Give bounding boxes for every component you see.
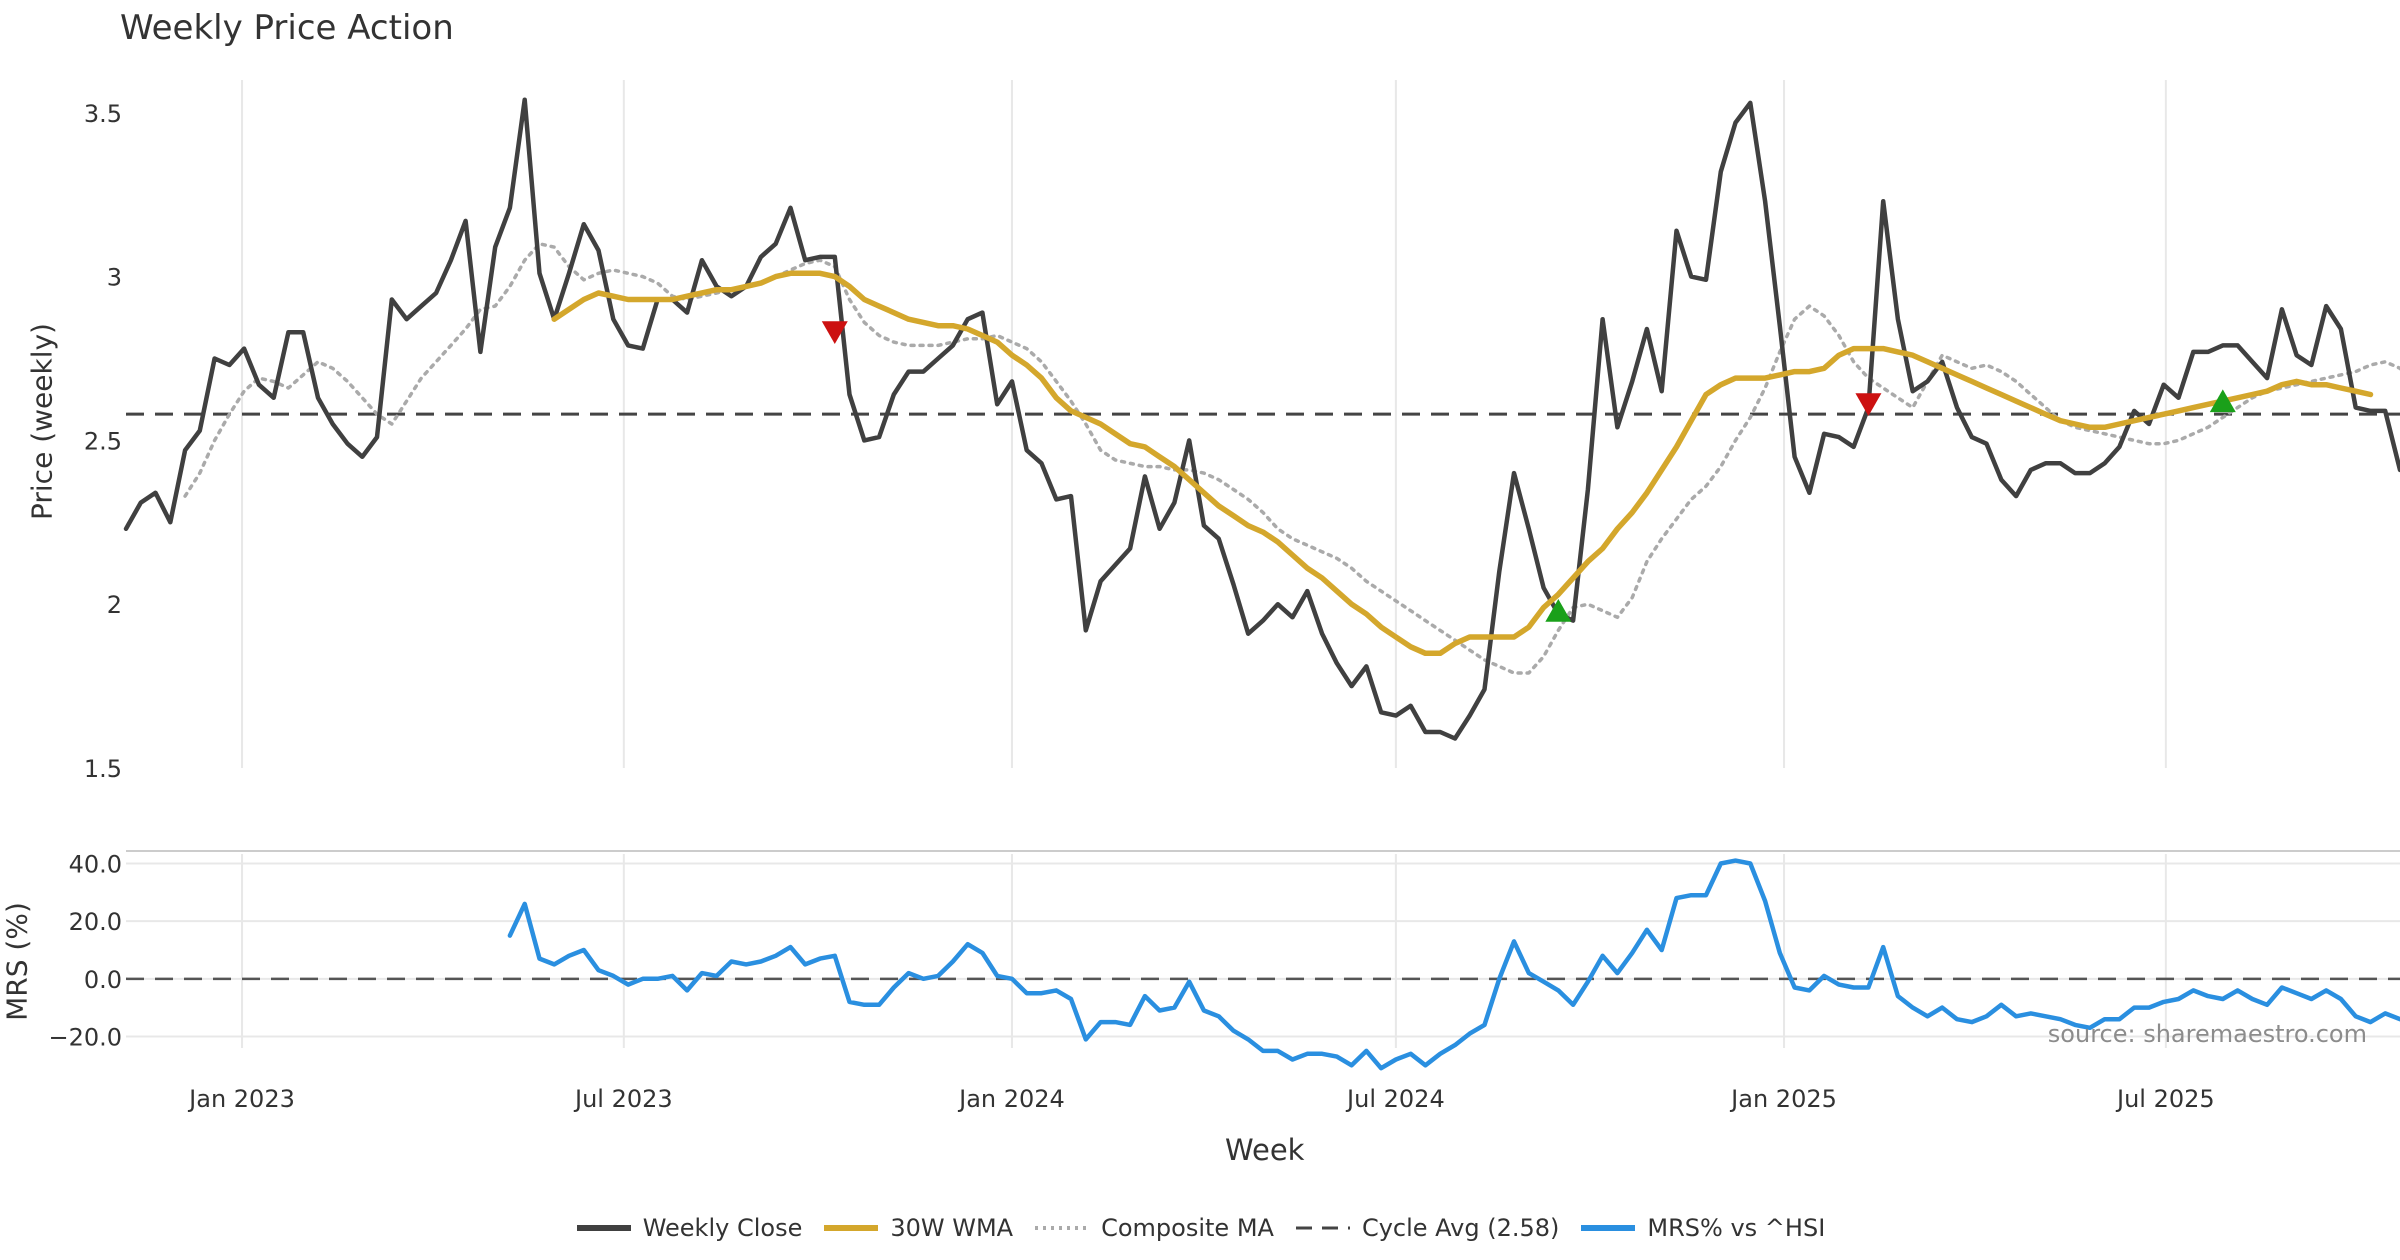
bottom-y-tick-label: −20.0 [48,1023,122,1051]
legend-label: Weekly Close [642,1214,803,1242]
legend-item-30w-wma: 30W WMA [822,1214,1013,1242]
dotted-line-icon [1035,1226,1090,1230]
x-tick-label: Jan 2023 [187,1085,295,1113]
source-note: source: sharemaestro.com [2047,1020,2367,1048]
x-axis-label: Week [1225,1133,1305,1167]
x-tick-label: Jul 2023 [573,1085,673,1113]
series-mrs [507,858,2400,1071]
bottom-series [507,858,2400,1071]
legend-label: 30W WMA [890,1214,1014,1242]
solid-line-icon [824,1225,879,1231]
x-tick-label: Jan 2024 [957,1085,1065,1113]
buy-signal-marker [1545,599,1572,622]
solid-line-icon [576,1225,631,1231]
sell-signal-marker [1855,393,1882,417]
legend-label: MRS% vs ^HSI [1647,1214,1826,1242]
dashed-line-icon [1295,1226,1350,1230]
bottom-y-axis-label: MRS (%) [0,902,34,1021]
chart-title: Weekly Price Action [120,8,454,48]
x-tick-label: Jul 2025 [2115,1085,2215,1113]
x-tick-label: Jan 2025 [1729,1085,1837,1113]
legend-label: Composite MA [1101,1214,1274,1242]
bottom-y-tick-label: 0.0 [84,966,122,994]
top-grid [241,80,2167,768]
top-y-tick-label: 2.5 [84,427,122,455]
top-y-ticks: 1.5 2 2.5 3 3.5 [84,100,122,783]
legend-item-cycle-avg: Cycle Avg (2.58) [1294,1214,1559,1242]
top-y-axis-label: Price (weekly) [25,323,59,520]
top-y-tick-label: 3.5 [84,100,122,128]
x-ticks: Jan 2023 Jul 2023 Jan 2024 Jul 2024 Jan 2025… [187,1085,2215,1113]
legend-item-composite-ma: Composite MA [1033,1214,1274,1242]
x-tick-label: Jul 2024 [1345,1085,1445,1113]
top-y-tick-label: 1.5 [84,755,122,783]
bottom-y-tick-label: 40.0 [69,851,122,879]
top-y-tick-label: 3 [107,264,122,292]
signal-markers [821,321,2236,622]
legend-item-mrs: MRS% vs ^HSI [1579,1214,1825,1242]
buy-signal-marker [2209,389,2236,413]
bottom-y-ticks: −20.0 0.0 20.0 40.0 [48,851,122,1052]
series-weekly-close [123,97,2400,741]
top-y-tick-label: 2 [107,591,122,619]
top-series [123,97,2400,741]
solid-line-icon [1581,1225,1636,1231]
legend-item-weekly-close: Weekly Close [575,1214,803,1242]
series-composite-ma [183,242,2400,675]
bottom-grid [126,854,2400,1048]
legend-label: Cycle Avg (2.58) [1361,1214,1560,1242]
bottom-y-tick-label: 20.0 [69,908,122,936]
legend: Weekly Close 30W WMA Composite MA Cycle … [0,1208,2400,1248]
series-30w-wma [551,270,2374,657]
sell-signal-marker [821,321,848,344]
